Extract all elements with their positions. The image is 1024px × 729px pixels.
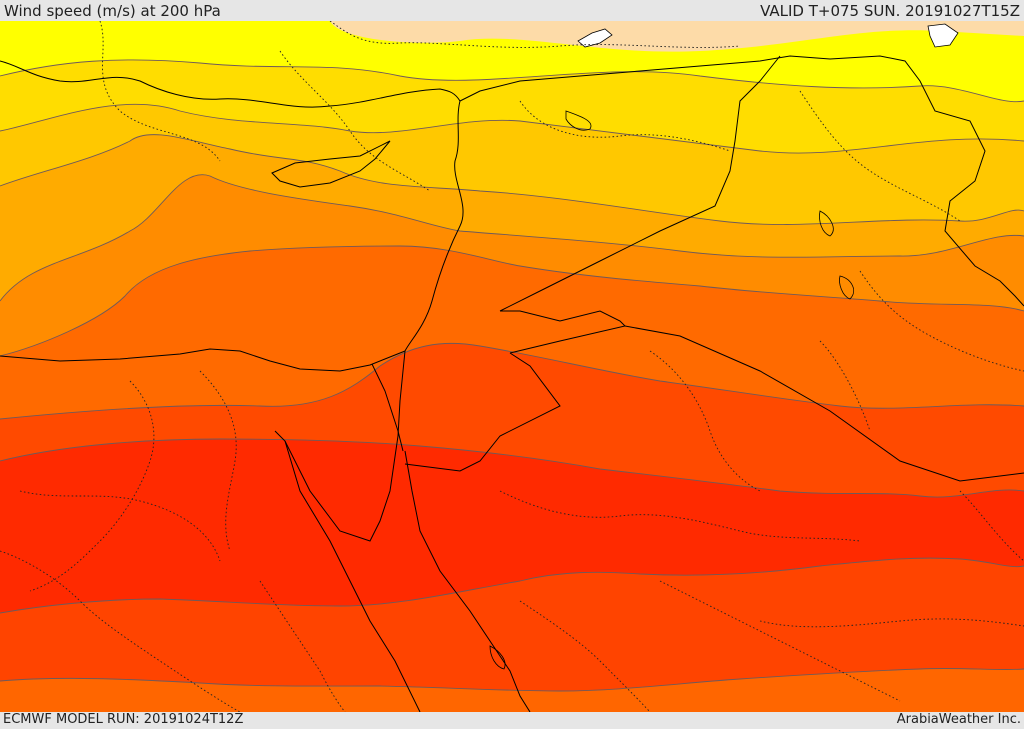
admin-boundaries xyxy=(0,21,1024,712)
lake-tuz xyxy=(577,28,613,48)
jordan-border xyxy=(500,310,626,354)
footer-bar: ECMWF MODEL RUN: 20191024T12Z ArabiaWeat… xyxy=(0,712,1024,729)
red-sea-west-coast xyxy=(284,440,421,712)
valid-time: VALID T+075 SUN. 20191027T15Z xyxy=(760,2,1020,20)
model-run: ECMWF MODEL RUN: 20191024T12Z xyxy=(3,712,244,727)
iraq-saudi-border xyxy=(624,325,1024,482)
credit: ArabiaWeather Inc. xyxy=(896,712,1021,727)
levant-coast xyxy=(404,100,464,352)
contour-lines xyxy=(0,59,1024,692)
syria-turkey-border xyxy=(459,55,1024,307)
egypt-north-coast xyxy=(0,348,406,372)
sinai-gulf-suez xyxy=(274,350,406,542)
cyprus-coast xyxy=(271,140,391,188)
turkey-south-coast xyxy=(0,60,461,108)
israel-egypt-border xyxy=(371,363,404,452)
islands xyxy=(489,110,854,670)
country-borders xyxy=(0,55,1024,712)
map-title: Wind speed (m/s) at 200 hPa xyxy=(4,2,221,20)
gulf-aqaba-east-coast xyxy=(404,450,531,712)
band-10 xyxy=(0,668,1024,712)
saudi-jordan-border xyxy=(404,352,561,472)
syria-iraq-border xyxy=(499,55,781,312)
wind-speed-map xyxy=(0,21,1024,712)
lake-van xyxy=(927,23,959,48)
title-bar: Wind speed (m/s) at 200 hPa VALID T+075 … xyxy=(0,0,1024,21)
band-9 xyxy=(0,558,1024,712)
